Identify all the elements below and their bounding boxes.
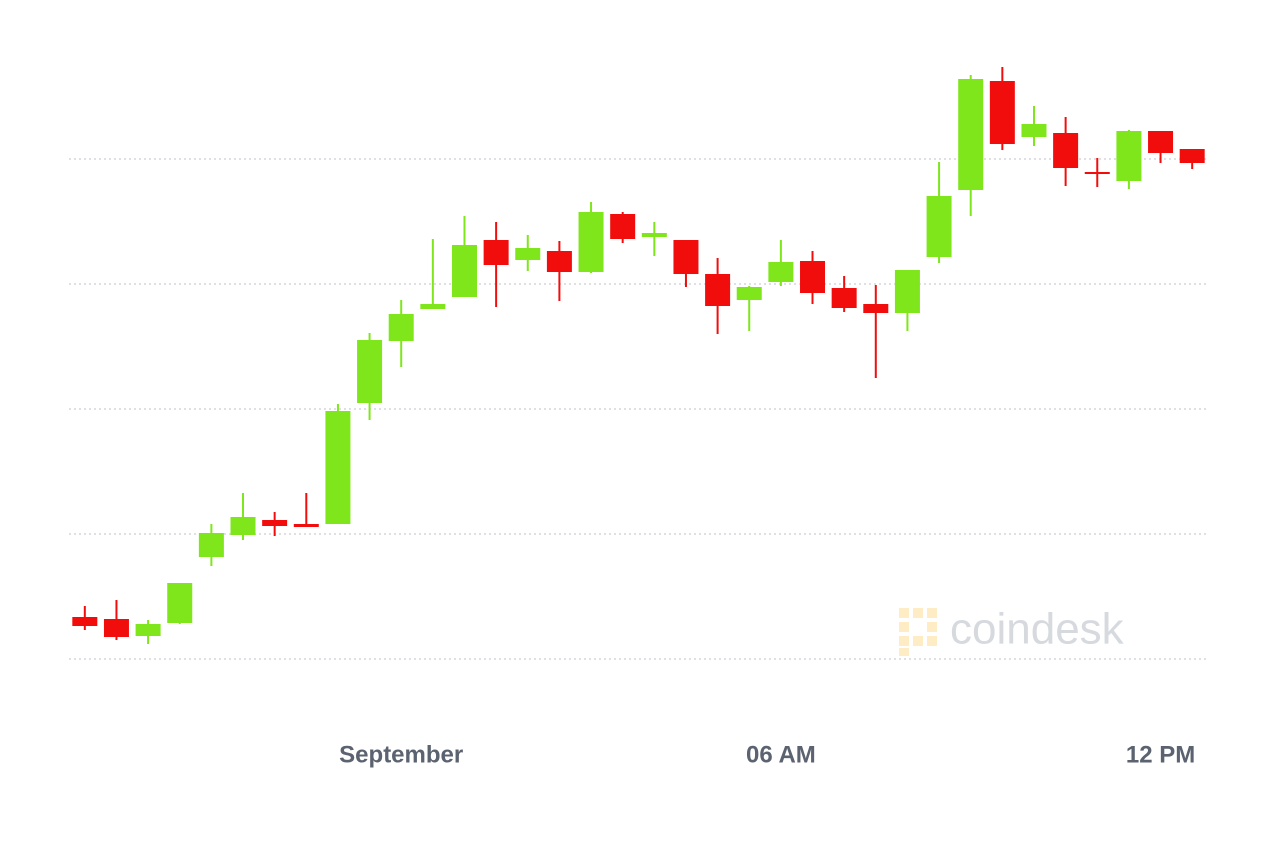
candle-body [325, 411, 351, 524]
candle-body [72, 617, 98, 626]
candle-body [262, 520, 288, 526]
candle-body [989, 81, 1015, 144]
candle-body [388, 314, 414, 341]
candle-body [546, 251, 572, 272]
candle-body [1179, 149, 1205, 163]
candle-body [800, 261, 826, 293]
candle-body [515, 248, 541, 260]
candle-body [926, 196, 952, 257]
candle-body [578, 212, 604, 272]
candle-body [357, 340, 383, 403]
candle-body [958, 79, 984, 190]
candle-body [705, 274, 731, 306]
candle-body [768, 262, 794, 282]
candle-body [1116, 131, 1142, 181]
candle-body [641, 233, 667, 237]
candle-body [135, 624, 161, 636]
candle-body [230, 517, 256, 535]
watermark: coindesk [950, 605, 1125, 654]
candle-body [894, 270, 920, 313]
candle-body [736, 287, 762, 300]
candle-body [1021, 124, 1047, 137]
x-tick-label: September [339, 741, 463, 768]
watermark-icon [899, 608, 937, 656]
candle-body [198, 533, 224, 557]
candle-body [673, 240, 699, 274]
candle-body [831, 288, 857, 308]
x-tick-label: 06 AM [746, 741, 816, 768]
candle-body [103, 619, 129, 637]
candle-body [1084, 172, 1110, 174]
candle-body [420, 304, 446, 309]
candle-body [167, 583, 193, 623]
candle-body [483, 240, 509, 265]
candle-body [1053, 133, 1079, 168]
candle-body [293, 524, 319, 527]
candle-body [1148, 131, 1174, 153]
candle-body [451, 245, 477, 297]
candle-body [610, 214, 636, 239]
x-tick-label: 12 PM [1126, 741, 1195, 768]
candle-body [863, 304, 889, 313]
